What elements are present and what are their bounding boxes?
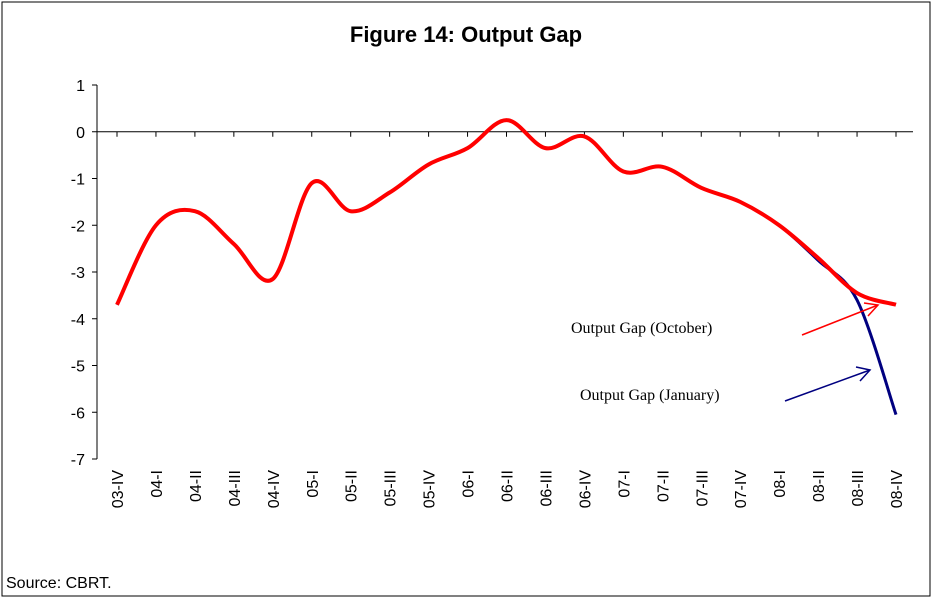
x-tick-label: 08-IV [889, 470, 906, 509]
arrow [784, 369, 871, 402]
annotation: Output Gap (October) [571, 320, 712, 337]
x-tick-label: 07-III [694, 470, 711, 506]
y-tick-label: -2 [71, 218, 85, 235]
x-tick-label: 03-IV [110, 470, 127, 509]
arrow [801, 304, 879, 336]
annotation: Output Gap (January) [580, 387, 720, 404]
x-tick-label: 08-III [850, 470, 867, 506]
y-tick-label: -7 [71, 452, 85, 469]
source: Source: CBRT. [6, 575, 112, 592]
x-tick-label: 05-II [344, 470, 361, 502]
x-tick-label: 06-III [538, 470, 555, 506]
arrow-head [863, 302, 880, 317]
y-tick-label: -6 [71, 405, 85, 422]
arrow-head [855, 366, 872, 382]
chart-title: Figure 14: Output Gap [350, 22, 582, 47]
x-tick-label: 04-II [188, 470, 205, 502]
series-line [115, 118, 898, 416]
x-tick-label: 04-I [149, 470, 166, 498]
x-tick-label: 05-I [305, 470, 322, 498]
y-tick-label: -5 [71, 359, 85, 376]
y-tick-label: 1 [76, 78, 85, 95]
y-tick-label: -4 [71, 312, 85, 329]
y-tick-label: -3 [71, 265, 85, 282]
x-tick-label: 04-III [227, 470, 244, 506]
y-tick-label: -1 [71, 172, 85, 189]
x-tick-label: 04-IV [266, 470, 283, 509]
x-tick-label: 07-I [616, 470, 633, 498]
y-tick-label: 0 [76, 125, 85, 142]
x-tick-label: 06-IV [577, 470, 594, 509]
x-tick-label: 07-II [655, 470, 672, 502]
x-tick-label: 06-I [461, 470, 478, 498]
x-tick-label: 08-II [811, 470, 828, 502]
x-tick-label: 07-IV [733, 470, 750, 509]
x-tick-label: 05-III [383, 470, 400, 506]
x-tick-label: 08-I [772, 470, 789, 498]
x-tick-label: 06-II [500, 470, 517, 502]
x-tick-label: 05-IV [422, 470, 439, 509]
series-line [115, 118, 897, 307]
